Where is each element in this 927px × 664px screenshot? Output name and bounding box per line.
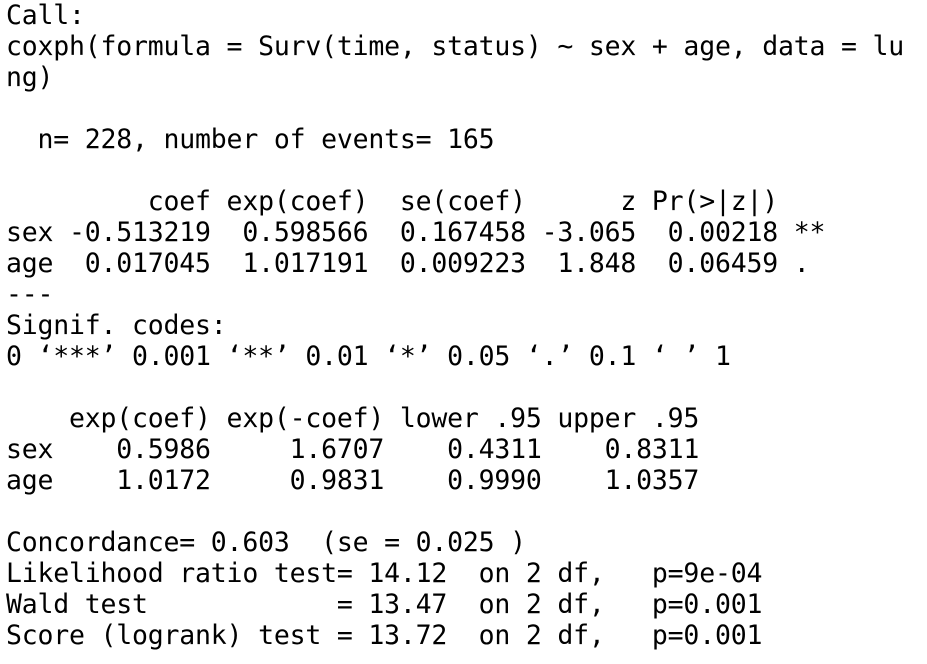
sample-size-line: n= 228, number of events= 165	[6, 124, 495, 155]
call-formula-line-2: ng)	[6, 62, 54, 93]
likelihood-ratio-test-line: Likelihood ratio test= 14.12 on 2 df, p=…	[6, 558, 763, 589]
call-formula-line-1: coxph(formula = Surv(time, status) ~ sex…	[6, 31, 904, 62]
score-test-line: Score (logrank) test = 13.72 on 2 df, p=…	[6, 620, 763, 651]
coefficient-row-age: age 0.017045 1.017191 0.009223 1.848 0.0…	[6, 248, 810, 279]
coefficient-table-header: coef exp(coef) se(coef) z Pr(>|z|)	[6, 186, 778, 217]
blank-line	[6, 155, 927, 186]
separator-line: ---	[6, 279, 54, 310]
blank-line	[6, 496, 927, 527]
signif-codes-legend: 0 ‘***’ 0.001 ‘**’ 0.01 ‘*’ 0.05 ‘.’ 0.1…	[6, 341, 731, 372]
call-label: Call:	[6, 0, 85, 31]
blank-line	[6, 93, 927, 124]
blank-line	[6, 372, 927, 403]
confidence-table-header: exp(coef) exp(-coef) lower .95 upper .95	[6, 403, 700, 434]
confidence-row-age: age 1.0172 0.9831 0.9990 1.0357	[6, 465, 700, 496]
confidence-row-sex: sex 0.5986 1.6707 0.4311 0.8311	[6, 434, 700, 465]
concordance-line: Concordance= 0.603 (se = 0.025 )	[6, 527, 526, 558]
coefficient-row-sex: sex -0.513219 0.598566 0.167458 -3.065 0…	[6, 217, 826, 248]
wald-test-line: Wald test = 13.47 on 2 df, p=0.001	[6, 589, 763, 620]
signif-codes-label: Signif. codes:	[6, 310, 227, 341]
